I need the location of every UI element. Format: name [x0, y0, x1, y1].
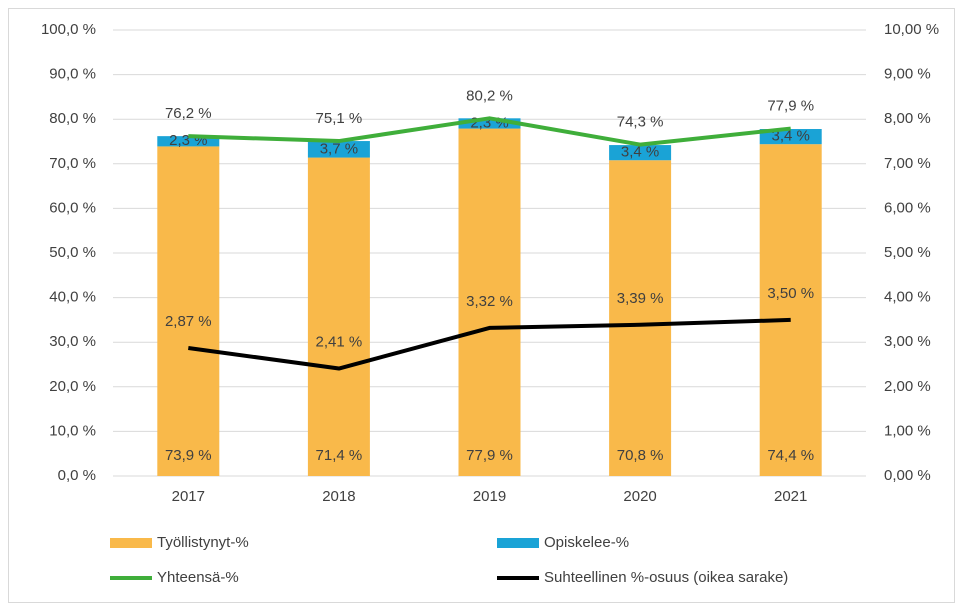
data-label: 3,7 % — [320, 140, 358, 157]
y2-tick-label: 10,00 % — [884, 21, 939, 38]
bar-segment — [307, 141, 370, 158]
legend-label: Suhteellinen %-osuus (oikea sarake) — [544, 569, 788, 586]
y-tick-label: 30,0 % — [49, 333, 96, 350]
y2-tick-label: 5,00 % — [884, 244, 931, 261]
bar-segment — [759, 129, 822, 145]
data-label: 3,39 % — [617, 290, 664, 307]
y-tick-label: 50,0 % — [49, 244, 96, 261]
y2-tick-label: 4,00 % — [884, 289, 931, 306]
data-label: 2,41 % — [316, 333, 363, 350]
y2-tick-label: 1,00 % — [884, 422, 931, 439]
y-tick-label: 10,0 % — [49, 422, 96, 439]
y-tick-label: 20,0 % — [49, 378, 96, 395]
bar-segment — [458, 118, 521, 129]
data-label: 70,8 % — [617, 447, 664, 464]
y2-tick-label: 0,00 % — [884, 467, 931, 484]
data-label: 76,2 % — [165, 105, 212, 122]
data-label: 3,4 % — [621, 144, 659, 161]
y2-tick-label: 3,00 % — [884, 333, 931, 350]
bar-segment — [157, 136, 220, 147]
y2-tick-label: 6,00 % — [884, 199, 931, 216]
bar-segment — [609, 145, 672, 161]
x-tick-label: 2021 — [774, 488, 807, 505]
data-label: 75,1 % — [316, 110, 363, 127]
data-label: 77,9 % — [767, 98, 814, 115]
chart-border — [8, 8, 955, 603]
y-tick-label: 100,0 % — [41, 21, 96, 38]
bar-segment — [307, 157, 370, 476]
line-series — [188, 116, 791, 147]
data-label: 3,32 % — [466, 293, 513, 310]
y-tick-label: 80,0 % — [49, 110, 96, 127]
x-tick-label: 2017 — [172, 488, 205, 505]
line-series — [188, 317, 791, 371]
x-tick-label: 2020 — [623, 488, 656, 505]
y-tick-label: 40,0 % — [49, 289, 96, 306]
data-label: 2,87 % — [165, 313, 212, 330]
legend-label: Opiskelee-% — [544, 534, 629, 551]
data-label: 77,9 % — [466, 447, 513, 464]
y2-tick-label: 8,00 % — [884, 110, 931, 127]
data-label: 80,2 % — [466, 87, 513, 104]
x-tick-label: 2019 — [473, 488, 506, 505]
y-tick-label: 0,0 % — [58, 467, 96, 484]
bar-segment — [759, 144, 822, 476]
bar-segment — [157, 146, 220, 476]
y2-tick-label: 9,00 % — [884, 66, 931, 83]
y2-tick-label: 2,00 % — [884, 378, 931, 395]
x-tick-label: 2018 — [322, 488, 355, 505]
y-tick-label: 60,0 % — [49, 199, 96, 216]
data-label: 73,9 % — [165, 447, 212, 464]
y-tick-label: 70,0 % — [49, 155, 96, 172]
legend-swatch — [110, 538, 152, 548]
y2-tick-label: 7,00 % — [884, 155, 931, 172]
bar-segment — [609, 160, 672, 476]
data-label: 3,50 % — [767, 285, 814, 302]
data-label: 3,4 % — [772, 128, 810, 145]
data-label: 74,4 % — [767, 447, 814, 464]
y-tick-label: 90,0 % — [49, 66, 96, 83]
bar-segment — [458, 128, 521, 477]
legend-label: Työllistynyt-% — [157, 534, 249, 551]
data-label: 71,4 % — [316, 447, 363, 464]
data-label: 74,3 % — [617, 114, 664, 131]
legend-swatch — [497, 538, 539, 548]
legend-label: Yhteensä-% — [157, 569, 239, 586]
